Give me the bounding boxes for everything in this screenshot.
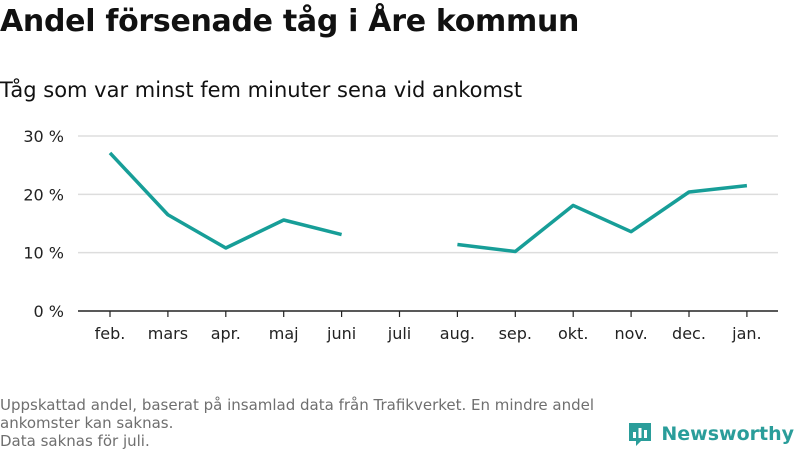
y-tick-label: 10 % [23, 244, 64, 263]
footnote-source: Uppskattad andel, baserat på insamlad da… [0, 396, 595, 432]
newsworthy-logo-icon [629, 423, 652, 446]
x-tick-label: juni [326, 324, 356, 343]
chart-title: Andel försenade tåg i Åre kommun [0, 4, 580, 39]
y-tick-label: 0 % [34, 302, 64, 321]
footnotes: Uppskattad andel, baserat på insamlad da… [0, 396, 630, 450]
data-point [572, 204, 575, 207]
x-tick-label: aug. [440, 324, 475, 343]
footnote-missing-data: Data saknas för juli. [0, 432, 150, 450]
y-tick-label: 20 % [23, 185, 64, 204]
brand-logo[interactable]: Newsworthy [627, 420, 794, 448]
data-point [630, 230, 633, 233]
series-line [108, 151, 343, 250]
x-tick-label: mars [148, 324, 188, 343]
x-tick-label: juli [387, 324, 411, 343]
series-line [457, 183, 748, 254]
data-point [514, 250, 517, 253]
chart-subtitle: Tåg som var minst fem minuter sena vid a… [0, 78, 523, 102]
data-point [282, 219, 285, 222]
data-point [456, 243, 459, 246]
data-point [340, 233, 343, 236]
data-point [224, 247, 227, 250]
x-tick-label: okt. [558, 324, 588, 343]
data-point [109, 151, 112, 154]
x-tick-label: nov. [614, 324, 647, 343]
data-point [166, 213, 169, 216]
line-chart: 0 % 10 % 20 % 30 % feb. mars apr. maj juni juli au… [23, 127, 778, 343]
data-point [688, 191, 691, 194]
x-tick-label: jan. [731, 324, 761, 343]
x-tick-label: feb. [95, 324, 126, 343]
x-tick-label: dec. [672, 324, 706, 343]
data-point [745, 184, 748, 187]
x-tick-label: apr. [211, 324, 241, 343]
x-tick-label: maj [269, 324, 299, 343]
y-tick-label: 30 % [23, 127, 64, 146]
x-tick-label: sep. [499, 324, 532, 343]
brand-name: Newsworthy [661, 423, 794, 445]
